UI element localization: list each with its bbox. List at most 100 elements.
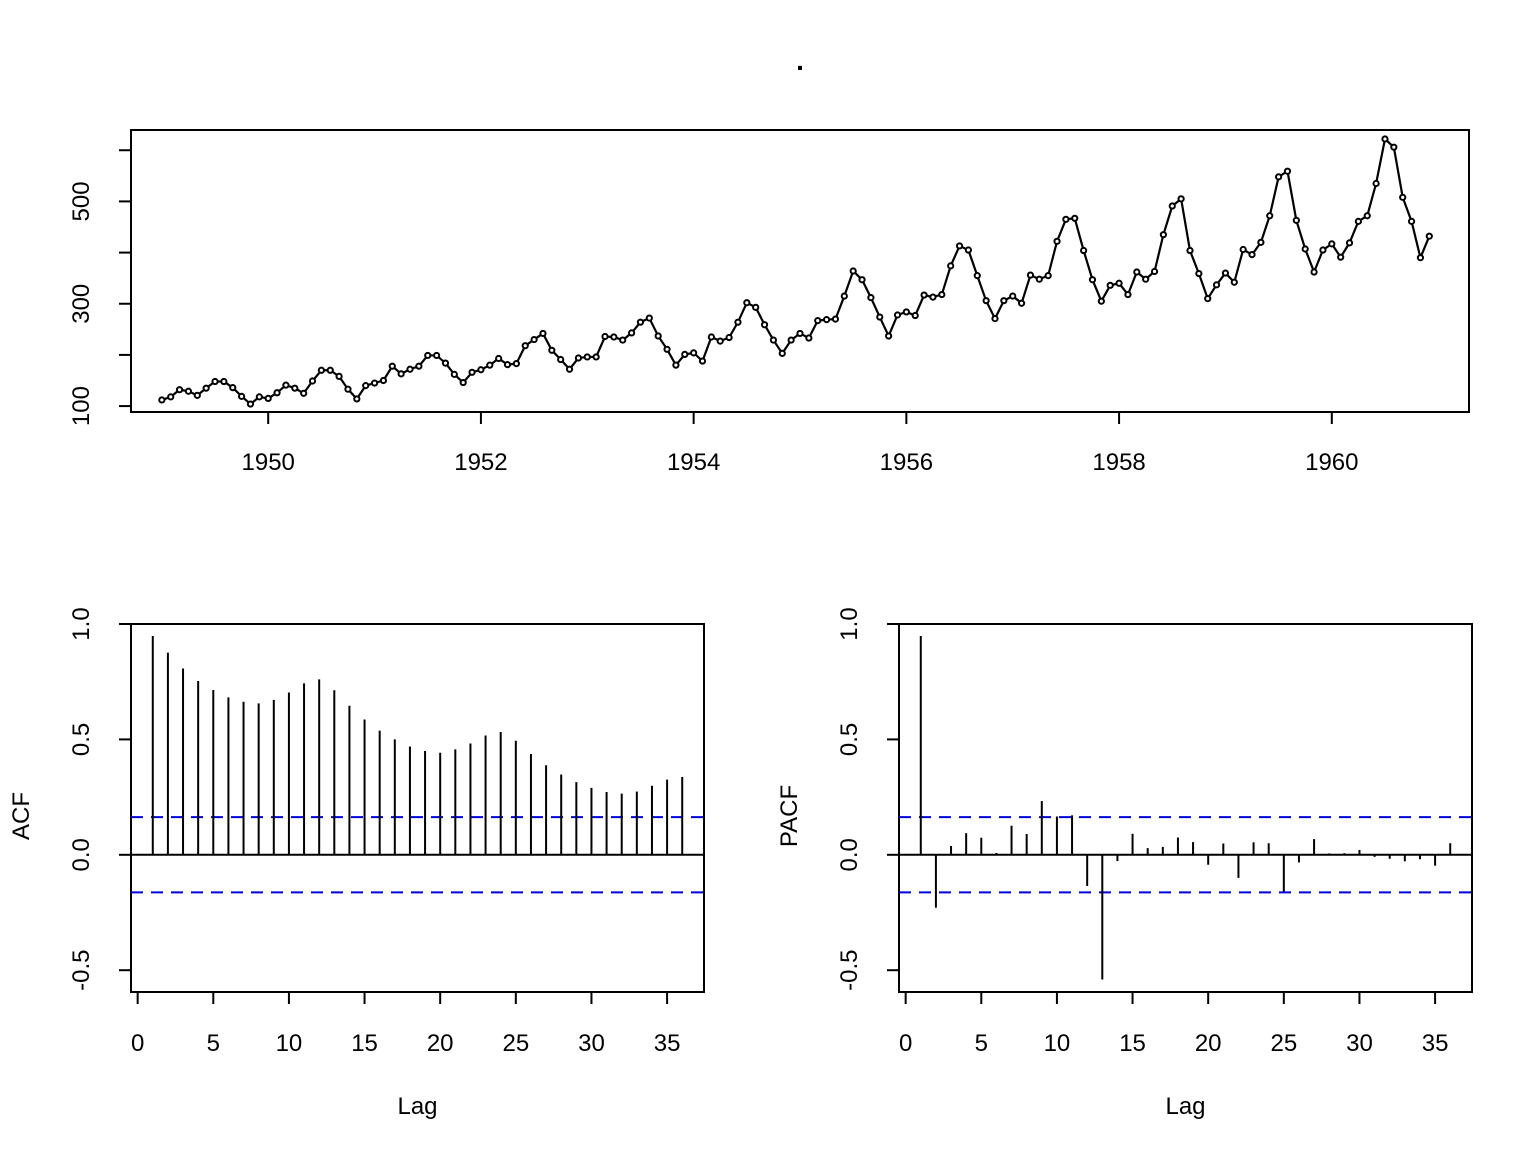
data-point xyxy=(1212,281,1221,289)
data-point xyxy=(220,377,228,386)
data-point xyxy=(193,391,201,399)
data-point xyxy=(1204,295,1212,303)
data-point xyxy=(1195,269,1203,278)
data-point xyxy=(415,362,423,370)
data-point xyxy=(822,316,831,324)
data-point xyxy=(202,384,210,392)
data-point xyxy=(619,336,627,344)
data-point xyxy=(867,294,875,302)
y-axis-title: ACF xyxy=(8,792,35,840)
data-point xyxy=(424,351,432,360)
data-point xyxy=(1310,268,1318,276)
data-point xyxy=(530,335,538,344)
data-point xyxy=(1354,217,1362,225)
data-point xyxy=(1026,271,1035,279)
data-point xyxy=(273,389,281,397)
data-point xyxy=(557,355,565,364)
x-tick-label: 5 xyxy=(975,1030,988,1057)
x-tick-label: 10 xyxy=(1044,1030,1071,1057)
data-point xyxy=(707,333,715,341)
x-tick-label: 30 xyxy=(1346,1030,1373,1057)
data-point xyxy=(1345,239,1354,247)
data-point xyxy=(1319,246,1327,254)
data-point xyxy=(1221,269,1230,277)
data-point xyxy=(752,303,760,311)
y-axis-title: PACF xyxy=(776,785,803,847)
data-point xyxy=(583,353,591,361)
series-line xyxy=(161,136,1431,406)
y-tick-label: -0.5 xyxy=(836,950,863,991)
data-point xyxy=(353,395,361,403)
data-point xyxy=(167,393,175,401)
data-point xyxy=(725,333,733,342)
data-point xyxy=(893,311,902,319)
x-axis-title: Lag xyxy=(1165,1093,1205,1120)
data-point xyxy=(831,315,840,323)
x-tick-label: 20 xyxy=(427,1030,454,1057)
data-point xyxy=(628,329,636,337)
data-point xyxy=(565,365,574,373)
data-point xyxy=(1239,245,1247,254)
data-point xyxy=(388,362,396,370)
data-point xyxy=(1266,212,1274,220)
data-point xyxy=(1407,217,1416,225)
plot-frame xyxy=(130,623,705,993)
data-point xyxy=(929,293,937,301)
data-point xyxy=(947,262,955,270)
data-point xyxy=(1000,297,1008,305)
data-point xyxy=(1053,237,1061,245)
data-point xyxy=(1142,275,1150,283)
data-point xyxy=(184,387,193,395)
data-point xyxy=(1035,275,1043,283)
y-tick-label: 0.5 xyxy=(836,723,863,756)
data-point xyxy=(300,389,308,397)
data-point xyxy=(672,361,680,369)
y-tick-label: 0.5 xyxy=(68,723,95,756)
data-point xyxy=(1399,193,1407,201)
data-point xyxy=(468,368,476,376)
data-point xyxy=(548,346,556,354)
y-tick-label: 0.0 xyxy=(836,838,863,871)
data-point xyxy=(690,349,698,357)
x-tick-label: 15 xyxy=(351,1030,378,1057)
data-point xyxy=(1009,292,1017,300)
data-point xyxy=(158,396,166,404)
chart-title: . xyxy=(796,45,804,76)
data-point xyxy=(344,385,352,393)
data-point xyxy=(1328,240,1336,248)
data-point xyxy=(787,336,795,344)
data-point xyxy=(521,342,529,350)
x-tick-label: 15 xyxy=(1119,1030,1146,1057)
x-axis-title: Lag xyxy=(397,1093,437,1120)
data-point xyxy=(955,242,964,250)
data-point xyxy=(379,376,388,385)
data-point xyxy=(796,329,804,338)
data-point xyxy=(317,366,325,374)
x-tick-label: 1958 xyxy=(1092,449,1145,476)
x-tick-label: 1952 xyxy=(454,449,507,476)
data-point xyxy=(592,353,600,361)
y-tick-label: 1.0 xyxy=(68,607,95,640)
data-point xyxy=(574,354,583,362)
data-point xyxy=(1177,195,1185,203)
data-point xyxy=(849,267,857,275)
y-tick-label: 1.0 xyxy=(836,607,863,640)
data-point xyxy=(645,314,653,322)
y-tick-label: -0.5 xyxy=(68,950,95,991)
data-point xyxy=(991,314,999,323)
data-point xyxy=(291,384,299,392)
data-point xyxy=(938,290,946,299)
pacf-panel: 0 5 10 15 20 25 30 35 -0.5 0.0 0.5 1.0 Lag PACF xyxy=(776,607,1473,1120)
data-point xyxy=(1248,251,1256,259)
data-point xyxy=(1088,276,1097,284)
x-tick-label: 1956 xyxy=(880,449,933,476)
data-point xyxy=(477,366,485,374)
data-point xyxy=(876,313,884,321)
x-tick-label: 10 xyxy=(276,1030,303,1057)
data-point xyxy=(246,400,255,408)
data-point xyxy=(1168,202,1176,210)
data-point xyxy=(264,394,272,403)
x-tick-label: 1960 xyxy=(1305,449,1358,476)
data-point xyxy=(734,318,742,326)
